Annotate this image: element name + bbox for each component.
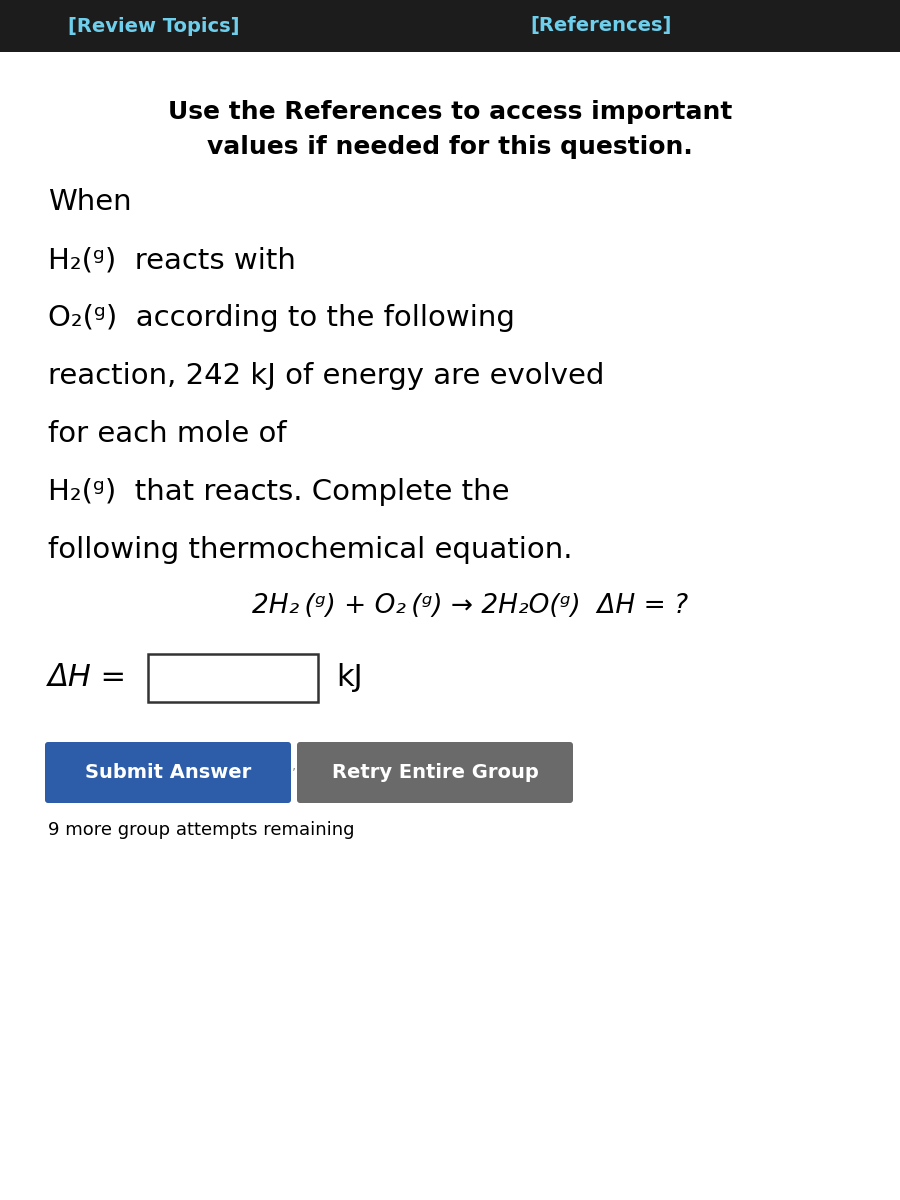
Text: following thermochemical equation.: following thermochemical equation. [48, 536, 572, 564]
Text: [References]: [References] [530, 17, 671, 36]
Text: O₂(ᵍ)  according to the following: O₂(ᵍ) according to the following [48, 304, 515, 332]
Text: Retry Entire Group: Retry Entire Group [331, 763, 538, 782]
Text: H₂(ᵍ)  that reacts. Complete the: H₂(ᵍ) that reacts. Complete the [48, 478, 509, 506]
Text: values if needed for this question.: values if needed for this question. [207, 134, 693, 158]
Text: kJ: kJ [336, 664, 363, 692]
Text: reaction, 242 kJ of energy are evolved: reaction, 242 kJ of energy are evolved [48, 362, 605, 390]
FancyBboxPatch shape [45, 742, 291, 803]
FancyBboxPatch shape [0, 52, 900, 1200]
Text: [Review Topics]: [Review Topics] [68, 17, 239, 36]
Text: Submit Answer: Submit Answer [85, 763, 251, 782]
FancyBboxPatch shape [148, 654, 318, 702]
Text: 2H₂ (ᵍ) + O₂ (ᵍ) → 2H₂O(ᵍ)  ΔH = ?: 2H₂ (ᵍ) + O₂ (ᵍ) → 2H₂O(ᵍ) ΔH = ? [252, 593, 688, 619]
Text: for each mole of: for each mole of [48, 420, 286, 448]
FancyBboxPatch shape [0, 0, 900, 52]
FancyBboxPatch shape [297, 742, 573, 803]
Text: H₂(ᵍ)  reacts with: H₂(ᵍ) reacts with [48, 246, 296, 274]
Text: ’: ’ [292, 766, 296, 779]
Text: ΔH =: ΔH = [48, 664, 127, 692]
Text: 9 more group attempts remaining: 9 more group attempts remaining [48, 821, 355, 839]
Text: When: When [48, 188, 131, 216]
Text: Use the References to access important: Use the References to access important [167, 100, 733, 124]
